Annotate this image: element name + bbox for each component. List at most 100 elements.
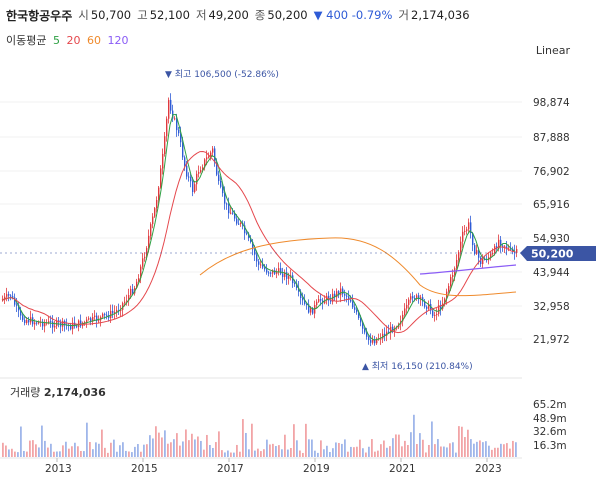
- candle-body: [424, 301, 426, 307]
- candle-body: [244, 225, 246, 234]
- candle-body: [490, 253, 492, 258]
- candle-body: [428, 304, 430, 309]
- volume-bar: [236, 444, 238, 457]
- ma-120: 120: [107, 34, 129, 47]
- volume-bar: [317, 452, 319, 457]
- candle-body: [90, 318, 92, 322]
- volume-bar: [194, 439, 196, 457]
- change-value: ▼ 400 -0.79%: [313, 8, 393, 22]
- moving-average-legend[interactable]: 이동평균 5 20 60 120: [6, 32, 131, 48]
- year-label: 2017: [217, 463, 244, 475]
- volume-bar: [149, 435, 151, 457]
- ma5-line: [1, 113, 516, 341]
- ma-60: 60: [86, 34, 101, 47]
- candle-body: [164, 136, 166, 154]
- candle-body: [190, 177, 192, 182]
- candle-body: [254, 249, 256, 255]
- candle-body: [268, 272, 270, 274]
- volume-bar: [29, 440, 31, 457]
- volume-bar: [479, 440, 481, 457]
- volume-bar: [68, 448, 70, 457]
- low-value: 49,200: [208, 8, 249, 22]
- candle-body: [222, 186, 224, 194]
- volume-bar: [416, 444, 418, 457]
- volume-bar: [269, 444, 271, 457]
- candle-body: [392, 326, 394, 332]
- candle-body: [140, 266, 142, 279]
- price-tick: 43,944: [533, 267, 570, 279]
- candle-body: [44, 322, 46, 327]
- price-tick: 76,902: [533, 166, 570, 178]
- candle-body: [310, 308, 312, 313]
- volume-bar: [356, 446, 358, 457]
- candle-body: [294, 283, 296, 285]
- volume-bar: [494, 447, 496, 457]
- candle-body: [350, 300, 352, 302]
- volume-bar: [464, 437, 466, 457]
- volume-bar: [185, 429, 187, 457]
- volume-bar: [182, 441, 184, 457]
- volume-tick: 32.6m: [533, 426, 567, 438]
- volume-bar: [287, 449, 289, 457]
- volume-bar: [203, 449, 205, 457]
- candle-body: [220, 181, 222, 187]
- volume-bar: [485, 441, 487, 457]
- volume-bar: [254, 450, 256, 457]
- candle-body: [148, 235, 150, 249]
- candle-body: [282, 273, 284, 277]
- candle-body: [126, 300, 128, 302]
- volume-tick: 16.3m: [533, 440, 567, 452]
- volume-bar: [215, 442, 217, 457]
- volume-bar: [278, 445, 280, 457]
- candle-body: [394, 328, 396, 332]
- candle-body: [128, 295, 130, 301]
- volume-bar: [119, 445, 121, 457]
- candle-body: [334, 293, 336, 298]
- candle-body: [288, 276, 290, 279]
- volume-bar: [371, 439, 373, 457]
- volume-bar: [47, 447, 49, 457]
- volume-bar: [92, 449, 94, 457]
- volume-bar: [164, 430, 166, 457]
- volume-bar: [110, 442, 112, 457]
- volume-bar: [161, 437, 163, 457]
- volume-bar: [23, 450, 25, 457]
- candle-body: [404, 308, 406, 315]
- volume-bar: [266, 439, 268, 457]
- volume-bar: [374, 451, 376, 457]
- volume-bar: [227, 450, 229, 457]
- candle-body: [138, 278, 140, 282]
- candle-body: [16, 304, 18, 306]
- volume-bar: [455, 452, 457, 457]
- candle-body: [328, 295, 330, 301]
- candle-body: [316, 301, 318, 306]
- scale-toggle[interactable]: Linear: [535, 44, 570, 57]
- candle-body: [408, 299, 410, 305]
- candle-body: [348, 296, 350, 301]
- candle-body: [492, 253, 494, 255]
- volume-bar: [512, 440, 514, 457]
- candle-body: [470, 222, 472, 234]
- volume-bar: [74, 442, 76, 457]
- volume-bar: [275, 446, 277, 457]
- volume-bar: [335, 442, 337, 457]
- current-price-tag: 50,200: [520, 246, 596, 261]
- volume-bar: [302, 452, 304, 457]
- candle-body: [176, 118, 178, 131]
- candle-body: [182, 142, 184, 158]
- volume-bar: [311, 439, 313, 457]
- candle-body: [8, 294, 10, 296]
- candle-body: [180, 133, 182, 143]
- volume-bar: [122, 442, 124, 457]
- candle-body: [508, 248, 510, 250]
- volume-bar: [446, 447, 448, 457]
- candle-body: [346, 295, 348, 297]
- candle-body: [198, 172, 200, 174]
- candle-body: [136, 281, 138, 288]
- candle-body: [286, 272, 288, 279]
- volume-bar: [131, 452, 133, 457]
- volume-title-value: 2,174,036: [43, 386, 106, 399]
- candle-body: [284, 272, 286, 277]
- candle-body: [248, 233, 250, 239]
